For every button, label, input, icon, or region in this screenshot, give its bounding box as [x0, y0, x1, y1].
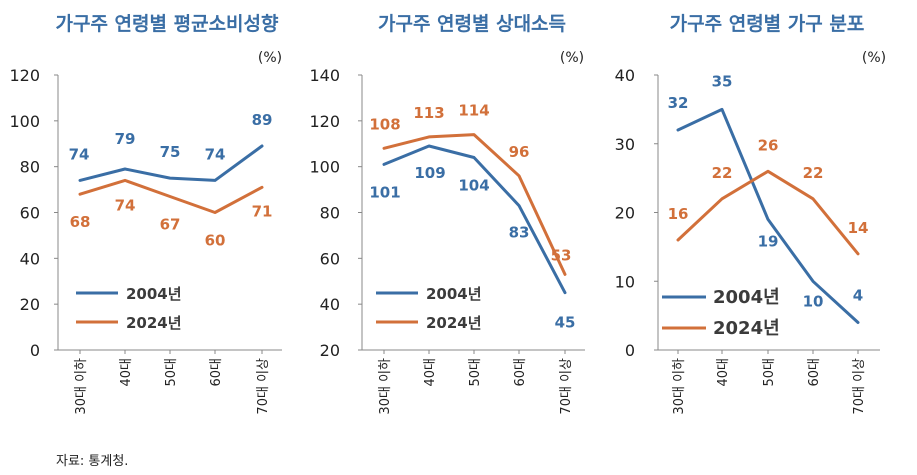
y-tick-label: 20	[20, 295, 40, 314]
legend-label: 2024년	[713, 318, 780, 339]
data-label: 101	[369, 183, 400, 201]
data-label: 109	[414, 164, 445, 182]
chart-title: 가구주 연령별 평균소비성향	[56, 13, 280, 35]
y-tick-label: 40	[20, 249, 40, 268]
data-label: 74	[205, 145, 226, 163]
data-label: 16	[668, 205, 689, 223]
y-tick-label: 100	[309, 158, 340, 177]
y-tick-label: 40	[320, 295, 340, 314]
legend-label: 2004년	[713, 287, 780, 308]
y-tick-label: 20	[320, 341, 340, 360]
data-label: 113	[413, 104, 444, 122]
data-label: 22	[803, 164, 824, 182]
data-label: 74	[115, 196, 136, 214]
data-label: 89	[252, 111, 273, 129]
x-tick-label: 70대 이상	[256, 358, 271, 415]
data-label: 32	[668, 94, 689, 112]
data-label: 19	[758, 232, 779, 250]
data-label: 26	[758, 136, 779, 154]
data-label: 71	[252, 202, 273, 220]
y-tick-label: 20	[615, 204, 635, 223]
series-line-1	[382, 133, 567, 276]
legend-label: 2004년	[126, 285, 182, 303]
legend-label: 2004년	[426, 285, 482, 303]
data-label: 68	[70, 213, 91, 231]
x-tick-label: 30대 이하	[74, 358, 89, 415]
y-tick-label: 120	[9, 66, 40, 85]
series-line-0	[382, 144, 567, 295]
y-tick-label: 120	[309, 112, 340, 131]
data-label: 4	[853, 287, 863, 305]
source-note: 자료: 통계청.	[56, 454, 129, 469]
x-tick-label: 50대	[164, 358, 179, 387]
chart-title: 가구주 연령별 상대소득	[378, 13, 566, 35]
data-label: 22	[712, 164, 733, 182]
x-tick-label: 40대	[119, 358, 134, 387]
data-label: 108	[369, 115, 400, 133]
x-tick-label: 50대	[468, 358, 483, 387]
y-tick-label: 0	[30, 341, 40, 360]
data-label: 53	[551, 246, 572, 264]
data-label: 14	[848, 219, 869, 237]
x-tick-label: 50대	[762, 358, 777, 387]
x-tick-label: 70대 이상	[559, 358, 574, 415]
y-tick-label: 80	[320, 204, 340, 223]
y-tick-label: 60	[20, 204, 40, 223]
y-tick-label: 0	[625, 341, 635, 360]
unit-label: (%)	[862, 50, 886, 66]
x-tick-label: 40대	[423, 358, 438, 387]
y-tick-label: 30	[615, 135, 635, 154]
chart-title: 가구주 연령별 가구 분포	[670, 13, 865, 35]
data-label: 79	[115, 130, 136, 148]
data-label: 67	[160, 215, 181, 233]
series-line-1	[676, 169, 860, 256]
data-label: 96	[509, 143, 530, 161]
unit-label: (%)	[560, 50, 584, 66]
series-line-0	[676, 107, 860, 324]
data-label: 104	[458, 177, 489, 195]
x-tick-label: 60대	[807, 358, 822, 387]
y-tick-label: 40	[615, 66, 635, 85]
x-tick-label: 40대	[716, 358, 731, 387]
x-tick-label: 60대	[513, 358, 528, 387]
data-label: 75	[160, 143, 181, 161]
y-tick-label: 100	[9, 112, 40, 131]
series-line-0	[78, 144, 264, 182]
data-label: 10	[803, 292, 824, 310]
x-tick-label: 60대	[209, 358, 224, 387]
y-tick-label: 80	[20, 158, 40, 177]
x-tick-label: 70대 이상	[852, 358, 867, 415]
data-label: 83	[509, 224, 530, 242]
chart-panel-3: 가구주 연령별 가구 분포 (%) 0 10 20 30 40 30대 이하 40대 50대 60대…	[615, 13, 886, 415]
y-tick-label: 140	[309, 66, 340, 85]
legend-label: 2024년	[426, 314, 482, 332]
data-label: 45	[555, 314, 576, 332]
data-label: 60	[205, 232, 226, 250]
series-line-1	[78, 178, 264, 214]
legend-label: 2024년	[126, 314, 182, 332]
unit-label: (%)	[258, 50, 282, 66]
y-tick-label: 10	[615, 272, 635, 291]
data-label: 74	[69, 145, 90, 163]
y-tick-label: 60	[320, 249, 340, 268]
x-tick-label: 30대 이하	[672, 358, 687, 415]
chart-panel-1: 가구주 연령별 평균소비성향 (%) 0 20 40 60 80 100 120 30대 이하 40…	[9, 13, 282, 415]
data-label: 114	[458, 102, 489, 120]
x-tick-label: 30대 이하	[378, 358, 393, 415]
chart-panel-2: 가구주 연령별 상대소득 (%) 20 40 60 80 100 120 140 30대 이하 40…	[309, 13, 585, 415]
data-label: 35	[712, 72, 733, 90]
